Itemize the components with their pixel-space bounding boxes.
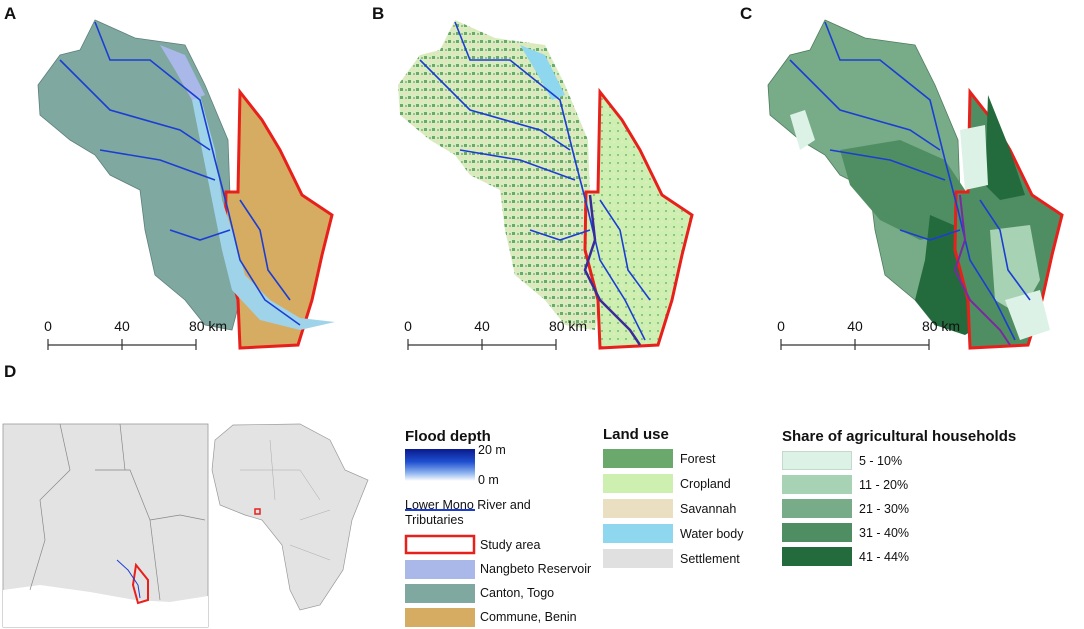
share-swatch-4 (782, 523, 852, 542)
panel-label-a: A (4, 4, 17, 23)
share-label-5: 41 - 44% (859, 549, 910, 564)
scale-tick-0: 0 (404, 318, 412, 334)
legend-canton-label: Canton, Togo (480, 586, 555, 600)
cropland-swatch (603, 474, 673, 493)
land-use-water-body: Water body (603, 524, 743, 543)
legend-river-label: Lower Mono River and Tributaries (405, 498, 531, 527)
share-item-4: 31 - 40% (782, 523, 909, 542)
flood-legend-title: Flood depth (405, 428, 491, 445)
share-region-4 (790, 110, 815, 150)
share-swatch-3 (782, 499, 852, 518)
water-body-label: Water body (680, 526, 744, 541)
commune-fill-icon (405, 608, 475, 627)
scale-tick-40: 40 (847, 318, 863, 334)
africa-continent (211, 423, 369, 611)
africa-borders (240, 439, 331, 561)
flood-legend-symbols (404, 509, 476, 627)
savannah-label: Savannah (680, 501, 737, 516)
landuse-west-b (398, 20, 600, 330)
share-label-2: 11 - 20% (859, 477, 909, 492)
share-region-9 (1005, 290, 1050, 340)
scale-bar-a (47, 339, 197, 350)
panel-label-c: C (740, 4, 753, 23)
share-region-6 (985, 95, 1025, 200)
flood-depth-gradient (405, 449, 475, 481)
map-d-regional (2, 423, 209, 628)
scale-tick-0: 0 (777, 318, 785, 334)
mono-river-b (583, 194, 642, 346)
share-item-5: 41 - 44% (782, 547, 909, 566)
flood-depth-min: 0 m (478, 473, 499, 487)
legend-commune-label: Commune, Benin (480, 610, 577, 624)
reservoir-fill-icon (405, 560, 475, 579)
scale-tick-0: 0 (44, 318, 52, 334)
scale-tick-80: 80 km (548, 318, 588, 334)
flood-extent-a (192, 95, 335, 330)
panel-label-b: B (372, 4, 385, 23)
share-swatch-5 (782, 547, 852, 566)
share-region-2 (840, 140, 965, 240)
land-use-savannah: Savannah (603, 499, 736, 518)
map-d-africa (211, 423, 369, 611)
cropland-label: Cropland (680, 476, 731, 491)
study-area-inset (131, 562, 149, 605)
scale-tick-80: 80 km (188, 318, 228, 334)
river-c (789, 21, 1031, 341)
study-area-africa (254, 508, 261, 515)
ocean (3, 585, 208, 627)
share-item-2: 11 - 20% (782, 475, 908, 494)
scale-tick-80: 80 km (921, 318, 961, 334)
landuse-east-b (583, 87, 694, 350)
mono-river-c (953, 194, 1011, 346)
share-region-8 (990, 225, 1040, 315)
share-label-3: 21 - 30% (859, 501, 910, 516)
share-item-1: 5 - 10% (782, 451, 902, 470)
canton-fill-icon (405, 584, 475, 603)
river-inset (116, 559, 141, 599)
land-use-forest: Forest (603, 449, 715, 468)
land-use-settlement: Settlement (603, 549, 740, 568)
share-legend-title: Share of agricultural households (782, 428, 1017, 445)
reservoir-a (160, 45, 205, 100)
scale-tick-40: 40 (474, 318, 490, 334)
settlement-label: Settlement (680, 551, 740, 566)
river-a (59, 21, 301, 326)
map-b (398, 20, 694, 350)
water-body-swatch (603, 524, 673, 543)
flood-depth-max: 20 m (478, 443, 506, 457)
settlement-swatch (603, 549, 673, 568)
forest-swatch (603, 449, 673, 468)
share-swatch-1 (782, 451, 852, 470)
share-region-7 (960, 125, 988, 190)
panel-label-d: D (4, 362, 17, 381)
forest-label: Forest (680, 451, 716, 466)
map-c (767, 19, 1064, 350)
map-a (37, 19, 335, 350)
scale-bar-c (780, 339, 930, 350)
share-label-1: 5 - 10% (859, 453, 903, 468)
land-use-cropland: Cropland (603, 474, 731, 493)
share-item-3: 21 - 30% (782, 499, 909, 518)
canton-togo-region-a (37, 19, 241, 331)
land-use-legend-title: Land use (603, 426, 669, 443)
share-swatch-2 (782, 475, 852, 494)
scale-bars (47, 339, 930, 350)
water-body-b (520, 45, 565, 100)
study-area-outline-icon (404, 534, 476, 555)
scale-bar-b (407, 339, 557, 350)
legend-study-area-label: Study area (480, 538, 541, 552)
country-borders (29, 423, 206, 601)
scale-tick-40: 40 (114, 318, 130, 334)
river-b (419, 21, 651, 341)
share-label-4: 31 - 40% (859, 525, 910, 540)
legend-reservoir-label: Nangbeto Reservoir (480, 562, 592, 576)
savannah-swatch (603, 499, 673, 518)
